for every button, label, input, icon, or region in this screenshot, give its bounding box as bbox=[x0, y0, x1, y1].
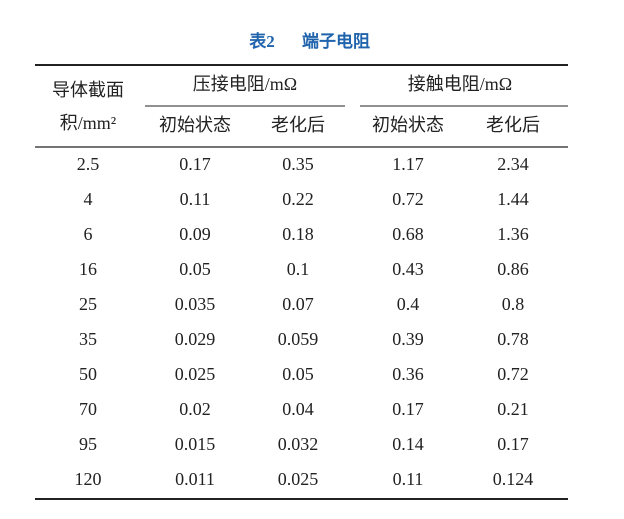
table-cell: 0.1 bbox=[287, 259, 310, 279]
table-cell: 0.02 bbox=[179, 399, 211, 419]
table-cell: 0.025 bbox=[278, 469, 319, 489]
table-cell: 0.22 bbox=[282, 189, 314, 209]
table-cell: 95 bbox=[79, 434, 97, 454]
table-cell: 0.05 bbox=[282, 364, 314, 384]
table-cell: 0.011 bbox=[175, 469, 215, 489]
table-title: 端子电阻 bbox=[302, 31, 370, 51]
table-cell: 120 bbox=[75, 469, 102, 489]
table-cell: 1.36 bbox=[497, 224, 529, 244]
table-cell: 50 bbox=[79, 364, 97, 384]
table-cell: 0.18 bbox=[282, 224, 314, 244]
table-cell: 0.015 bbox=[175, 434, 216, 454]
table-cell: 0.04 bbox=[282, 399, 314, 419]
table-cell: 0.35 bbox=[282, 154, 314, 174]
sub-header: 初始状态 bbox=[372, 115, 444, 135]
table-cell: 0.86 bbox=[497, 259, 529, 279]
table-cell: 0.17 bbox=[179, 154, 211, 174]
table-cell: 1.17 bbox=[392, 154, 424, 174]
table-cell: 0.05 bbox=[179, 259, 211, 279]
table-cell: 0.39 bbox=[392, 329, 424, 349]
table-cell: 0.035 bbox=[175, 294, 216, 314]
sub-header: 初始状态 bbox=[159, 115, 231, 135]
table-cell: 0.72 bbox=[497, 364, 529, 384]
table-cell: 2.5 bbox=[77, 154, 100, 174]
table-cell: 0.36 bbox=[392, 364, 424, 384]
table-cell: 0.72 bbox=[392, 189, 424, 209]
table-cell: 0.4 bbox=[397, 294, 420, 314]
table-number: 表2 bbox=[249, 31, 275, 51]
table-cell: 35 bbox=[79, 329, 97, 349]
table-cell: 6 bbox=[84, 224, 93, 244]
table-cell: 0.032 bbox=[278, 434, 319, 454]
header-cell: 导体截面 bbox=[52, 80, 124, 100]
table-cell: 0.8 bbox=[502, 294, 525, 314]
table-cell: 16 bbox=[79, 259, 97, 279]
table-cell: 0.14 bbox=[392, 434, 424, 454]
table-cell: 0.11 bbox=[180, 189, 211, 209]
sub-header: 老化后 bbox=[271, 115, 325, 135]
table-cell: 2.34 bbox=[497, 154, 529, 174]
table-cell: 0.78 bbox=[497, 329, 529, 349]
table-cell: 0.029 bbox=[175, 329, 216, 349]
table-cell: 0.43 bbox=[392, 259, 424, 279]
table-cell: 0.07 bbox=[282, 294, 314, 314]
table-cell: 0.11 bbox=[393, 469, 424, 489]
table-cell: 0.68 bbox=[392, 224, 424, 244]
header-cell: 积/mm² bbox=[60, 113, 116, 133]
group-header: 接触电阻/mΩ bbox=[408, 74, 512, 94]
table-cell: 0.09 bbox=[179, 224, 211, 244]
table-cell: 4 bbox=[84, 189, 93, 209]
table-cell: 25 bbox=[79, 294, 97, 314]
sub-header: 老化后 bbox=[486, 115, 540, 135]
table-cell: 1.44 bbox=[497, 189, 529, 209]
table-cell: 0.059 bbox=[278, 329, 319, 349]
table-cell: 0.21 bbox=[497, 399, 529, 419]
table-cell: 0.17 bbox=[392, 399, 424, 419]
table-cell: 0.17 bbox=[497, 434, 529, 454]
group-header: 压接电阻/mΩ bbox=[193, 74, 297, 94]
table-cell: 0.124 bbox=[493, 469, 534, 489]
table-cell: 0.025 bbox=[175, 364, 216, 384]
table-cell: 70 bbox=[79, 399, 97, 419]
